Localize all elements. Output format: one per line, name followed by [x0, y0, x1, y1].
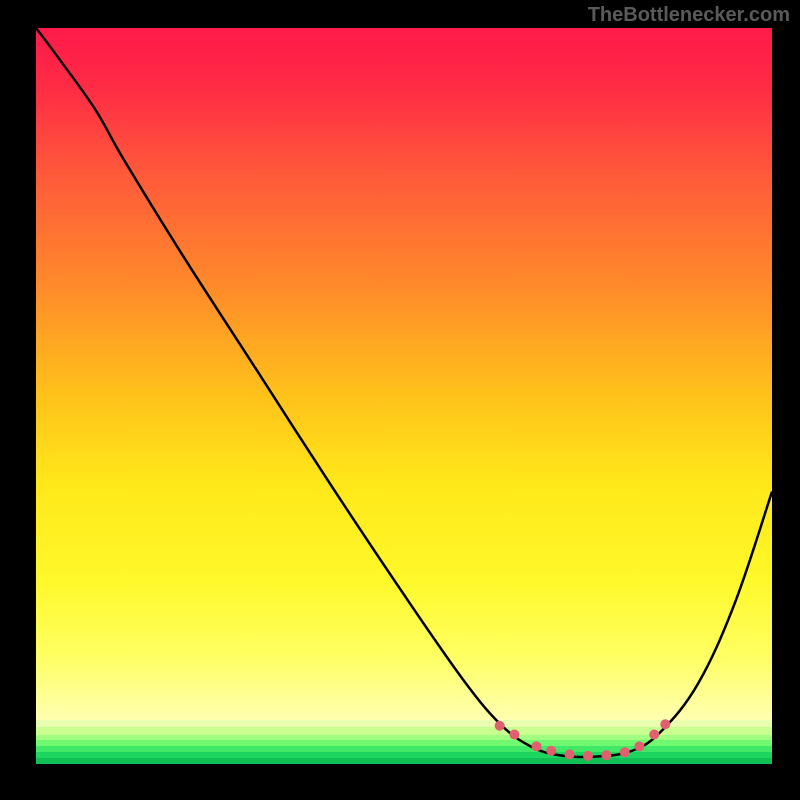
marker-point [509, 730, 519, 740]
marker-point [620, 747, 630, 757]
watermark-text: TheBottlenecker.com [588, 4, 790, 27]
marker-point [583, 751, 593, 761]
bottleneck-curve [36, 28, 772, 757]
marker-point [495, 721, 505, 731]
marker-point [635, 741, 645, 751]
marker-point [531, 741, 541, 751]
marker-point [649, 730, 659, 740]
plot-area [36, 28, 772, 764]
marker-point [660, 719, 670, 729]
marker-point [565, 749, 575, 759]
chart-container: TheBottlenecker.com [0, 0, 800, 800]
marker-point [546, 746, 556, 756]
marker-point [601, 750, 611, 760]
curve-layer [36, 28, 772, 764]
